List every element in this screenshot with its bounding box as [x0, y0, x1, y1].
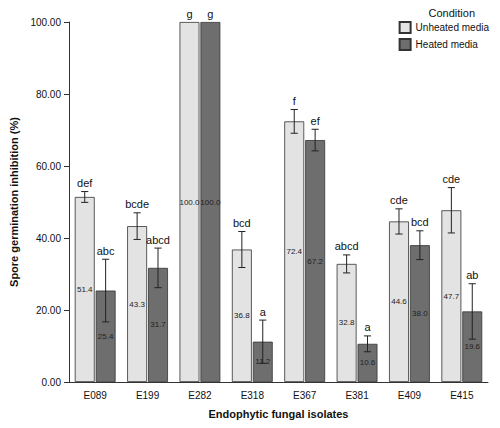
svg-text:25.4: 25.4 [98, 332, 114, 341]
svg-text:19.6: 19.6 [464, 342, 480, 351]
svg-text:def: def [77, 177, 93, 189]
svg-text:Unheated media: Unheated media [416, 22, 490, 33]
svg-text:72.4: 72.4 [286, 247, 302, 256]
svg-text:E282: E282 [188, 390, 212, 401]
svg-text:10.6: 10.6 [360, 358, 376, 367]
svg-text:67.2: 67.2 [307, 257, 323, 266]
svg-text:f: f [293, 95, 297, 107]
svg-text:E199: E199 [136, 390, 160, 401]
svg-text:11.2: 11.2 [255, 357, 271, 367]
svg-text:E367: E367 [293, 390, 317, 401]
svg-text:g: g [186, 8, 192, 20]
svg-text:60.00: 60.00 [36, 161, 61, 172]
svg-text:ab: ab [466, 269, 478, 281]
svg-text:cde: cde [442, 173, 460, 185]
svg-text:51.4: 51.4 [77, 285, 93, 294]
svg-text:100.0: 100.0 [200, 198, 221, 207]
svg-text:bcd: bcd [233, 217, 251, 229]
svg-text:bcd: bcd [411, 216, 429, 228]
svg-text:E318: E318 [241, 390, 265, 401]
svg-text:80.00: 80.00 [36, 89, 61, 100]
svg-text:36.8: 36.8 [234, 311, 250, 320]
svg-text:bcde: bcde [125, 198, 149, 210]
svg-text:abcd: abcd [146, 234, 170, 246]
svg-text:0.00: 0.00 [42, 377, 62, 388]
svg-text:44.6: 44.6 [391, 297, 407, 306]
svg-text:100.0: 100.0 [179, 198, 200, 207]
svg-text:E409: E409 [398, 390, 422, 401]
svg-text:32.8: 32.8 [339, 318, 355, 327]
svg-text:Condition: Condition [429, 7, 475, 19]
svg-text:Spore germination inhibition (: Spore germination inhibition (%) [8, 117, 20, 287]
svg-text:a: a [260, 306, 267, 318]
svg-text:20.00: 20.00 [36, 305, 61, 316]
svg-text:abc: abc [97, 245, 115, 257]
svg-text:E089: E089 [84, 390, 108, 401]
svg-text:ef: ef [311, 115, 321, 127]
svg-text:43.3: 43.3 [129, 300, 145, 309]
svg-text:31.7: 31.7 [150, 320, 166, 329]
svg-text:Endophytic fungal isolates: Endophytic fungal isolates [209, 408, 349, 420]
svg-text:g: g [207, 8, 213, 20]
svg-text:38.0: 38.0 [412, 309, 428, 318]
svg-text:100.00: 100.00 [30, 17, 61, 28]
svg-text:E381: E381 [345, 390, 369, 401]
svg-text:cde: cde [390, 194, 408, 206]
svg-text:E415: E415 [450, 390, 474, 401]
svg-text:Heated media: Heated media [416, 39, 479, 50]
svg-text:40.00: 40.00 [36, 233, 61, 244]
svg-text:abcd: abcd [335, 240, 359, 252]
svg-text:47.7: 47.7 [444, 292, 460, 301]
svg-text:a: a [364, 321, 371, 333]
